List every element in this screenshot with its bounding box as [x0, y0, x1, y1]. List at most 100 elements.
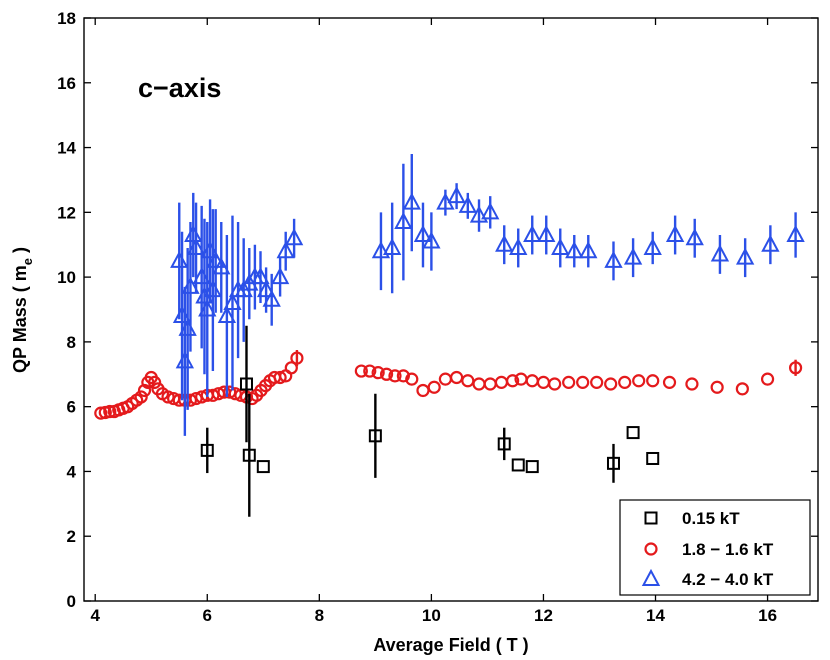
data-point — [761, 234, 780, 252]
data-point — [239, 377, 253, 391]
data-point — [273, 370, 287, 385]
data-point — [469, 205, 489, 223]
data-point — [103, 404, 117, 419]
data-point — [396, 369, 410, 383]
data-point — [760, 372, 775, 386]
legend-label-1: 1.8 − 1.6 kT — [682, 540, 774, 559]
data-point — [413, 224, 433, 243]
legend-box — [619, 499, 811, 596]
y-axis-title: QP Mass ( me ) — [10, 247, 35, 373]
data-point — [284, 361, 298, 375]
legend: 0.15 kT 1.8 − 1.6 kT 4.2 − 4.0 kT — [619, 499, 811, 596]
data-point — [447, 186, 466, 204]
y-tick-label: 4 — [67, 462, 77, 481]
data-point — [256, 460, 270, 474]
data-point — [735, 247, 755, 265]
data-point — [256, 279, 276, 298]
data-point — [388, 369, 402, 383]
data-point — [276, 241, 295, 259]
data-point — [509, 237, 528, 255]
data-point — [548, 377, 562, 391]
series-circle — [94, 349, 803, 420]
data-point — [623, 247, 643, 265]
y-tick-label: 18 — [57, 9, 76, 28]
data-point — [368, 429, 382, 443]
data-point — [632, 374, 646, 388]
data-point — [506, 374, 520, 388]
data-point — [147, 375, 162, 389]
x-axis-title: Average Field ( T ) — [373, 635, 528, 655]
y-tick-label: 2 — [67, 527, 76, 546]
data-point — [710, 244, 730, 262]
x-tick-label: 6 — [203, 606, 212, 625]
data-point — [662, 375, 677, 389]
data-point — [604, 377, 618, 391]
data-point — [371, 366, 385, 380]
y-tick-label: 14 — [57, 139, 76, 158]
data-point — [206, 250, 225, 268]
data-point — [212, 257, 231, 275]
data-point — [665, 224, 685, 243]
annotation-label: c−axis — [138, 73, 221, 103]
data-point — [525, 460, 539, 474]
data-point — [643, 237, 662, 255]
data-point — [186, 237, 206, 255]
data-point — [551, 237, 570, 255]
legend-markers — [641, 511, 661, 586]
data-point — [511, 458, 525, 472]
data-point — [217, 305, 237, 323]
data-point — [786, 224, 805, 243]
series-layer — [94, 154, 805, 517]
data-point — [497, 437, 511, 451]
legend-label-2: 4.2 − 4.0 kT — [682, 570, 774, 589]
data-point — [626, 426, 640, 440]
data-point — [371, 241, 391, 259]
data-point — [181, 276, 200, 294]
data-point — [458, 195, 477, 213]
data-point — [590, 375, 604, 389]
y-tick-label: 10 — [57, 268, 76, 287]
y-tick-label: 8 — [67, 333, 76, 352]
data-point — [382, 237, 402, 255]
data-point — [242, 448, 256, 462]
data-point — [495, 234, 514, 252]
data-point — [290, 351, 304, 365]
x-tick-label: 12 — [534, 606, 553, 625]
data-point — [405, 372, 419, 386]
data-point — [422, 231, 441, 249]
y-axis-title-main: QP Mass ( m — [10, 265, 30, 373]
data-point — [565, 241, 584, 259]
data-point — [604, 250, 623, 268]
x-tick-label: 10 — [422, 606, 441, 625]
x-tick-label: 16 — [758, 606, 777, 625]
data-point — [262, 289, 281, 307]
y-tick-label: 16 — [57, 74, 76, 93]
x-tick-label: 4 — [90, 606, 100, 625]
data-point — [284, 228, 304, 246]
data-point — [685, 228, 704, 246]
data-point — [606, 456, 620, 470]
data-point — [394, 211, 413, 230]
data-point — [579, 241, 598, 259]
y-tick-label: 0 — [67, 592, 76, 611]
data-point — [354, 364, 368, 378]
y-axis-title-end: ) — [10, 247, 30, 258]
y-axis-title-sub: e — [20, 258, 35, 265]
legend-marker-triangle — [641, 568, 661, 586]
data-point — [735, 382, 749, 396]
legend-marker-square — [644, 511, 658, 525]
series-triangle — [170, 154, 805, 436]
data-point — [537, 224, 556, 243]
series-square — [200, 325, 660, 517]
data-point — [363, 364, 377, 378]
ticks-layer: 4 6 8 10 12 14 16 0 2 4 6 8 10 12 14 16 18 — [57, 9, 818, 625]
data-point — [710, 380, 724, 394]
x-tick-label: 14 — [646, 606, 665, 625]
data-point — [646, 451, 660, 465]
data-point — [223, 292, 242, 311]
data-point — [788, 361, 803, 375]
legend-marker-circle — [644, 542, 658, 556]
data-point — [137, 383, 152, 398]
data-point — [562, 375, 576, 389]
